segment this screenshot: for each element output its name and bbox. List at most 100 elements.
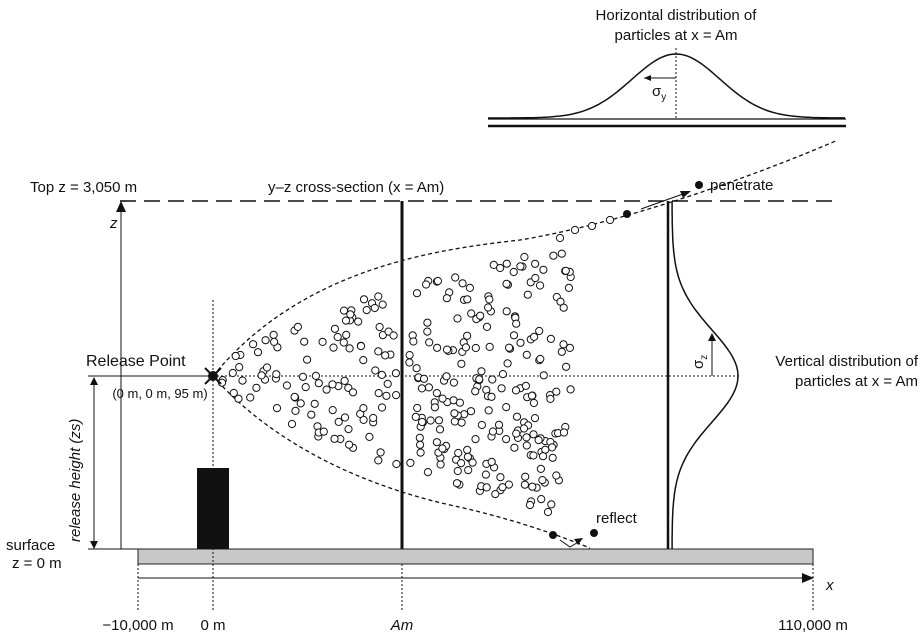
particle (523, 290, 532, 299)
particle (539, 371, 548, 380)
horizontal-distribution-title-1: Horizontal distribution of (596, 7, 758, 24)
particle (491, 490, 500, 499)
particle (416, 440, 425, 449)
particle (261, 336, 270, 345)
particle (374, 292, 383, 301)
horizontal-distribution-title-2: particles at x = Am (615, 27, 738, 44)
particle (528, 482, 537, 491)
particle (549, 251, 558, 260)
surface-label-2: z = 0 m (12, 555, 62, 572)
particle (442, 372, 451, 381)
z-axis-label: z (109, 215, 118, 232)
particle (494, 420, 504, 429)
x-axis-arrowhead (802, 573, 814, 583)
particle (482, 322, 492, 331)
horizontal-gaussian-curve (488, 53, 846, 119)
particle (546, 394, 555, 403)
particle (330, 434, 339, 443)
particle (522, 433, 531, 442)
particle (467, 309, 476, 318)
particle (605, 215, 615, 225)
particle (405, 358, 414, 367)
particle (413, 403, 422, 413)
release-point-marker (204, 367, 222, 385)
particle (546, 334, 556, 343)
particle (529, 398, 539, 408)
particle (340, 413, 350, 422)
particle (502, 259, 511, 268)
particle (466, 407, 476, 416)
ground-surface (137, 548, 814, 565)
particle (552, 387, 561, 396)
particle (370, 303, 379, 313)
particle (436, 460, 445, 469)
particle (487, 457, 496, 466)
sigma-y-label: σy (652, 83, 666, 103)
particle (559, 428, 569, 437)
particle (442, 345, 452, 354)
particle (341, 316, 351, 325)
particle (382, 391, 391, 400)
particle (536, 354, 545, 364)
particle (457, 418, 466, 427)
particle (496, 263, 505, 273)
particle (536, 464, 546, 473)
particle (570, 225, 580, 235)
particle (502, 435, 511, 444)
particle (235, 363, 244, 372)
particle (464, 466, 473, 475)
release-height-label: release height (zs) (67, 419, 84, 542)
particle (438, 394, 447, 403)
particle (529, 430, 538, 439)
particle (529, 451, 538, 460)
reflect-arrowhead (574, 538, 583, 545)
particle (463, 452, 472, 461)
particle (509, 331, 519, 340)
particle (296, 399, 305, 408)
particle (552, 471, 561, 480)
particle (389, 331, 398, 340)
particle (253, 348, 263, 357)
particle (496, 473, 505, 482)
plume-lower-boundary (212, 375, 591, 549)
particle (307, 410, 316, 419)
particle (406, 458, 415, 467)
particle (417, 384, 426, 393)
penetrate-arrowhead (680, 191, 691, 198)
particle (565, 343, 575, 352)
particle (505, 343, 514, 352)
particle (587, 221, 597, 231)
particle (392, 459, 401, 469)
particle (488, 427, 497, 436)
particle (228, 368, 237, 378)
sigma-y-arrowhead (644, 75, 651, 81)
particle (371, 366, 380, 375)
particle (555, 233, 565, 243)
release-point-coords: (0 m, 0 m, 95 m) (112, 386, 207, 401)
particle (557, 347, 566, 356)
particle (340, 376, 349, 385)
x-tick-label-4: 110,000 m (778, 617, 848, 634)
particle (378, 300, 387, 309)
particle (471, 343, 480, 353)
z-axis-arrowhead (116, 201, 126, 212)
particle (484, 406, 493, 415)
particle (415, 433, 424, 442)
particle (330, 324, 339, 333)
vertical-distribution-title-2: particles at x = Am (795, 373, 918, 390)
particle (377, 370, 386, 379)
particle (365, 432, 374, 441)
particle (468, 458, 477, 467)
particle (482, 483, 491, 492)
particle (311, 371, 320, 380)
x-tick-label-2: 0 m (200, 617, 225, 634)
particle (487, 392, 496, 401)
particle (538, 452, 548, 461)
particle (381, 351, 390, 360)
horizontal-distribution-inset: Horizontal distribution of particles at … (488, 7, 846, 128)
particle (272, 370, 281, 379)
particle (356, 342, 366, 351)
particle (346, 310, 355, 319)
particle (329, 343, 338, 352)
